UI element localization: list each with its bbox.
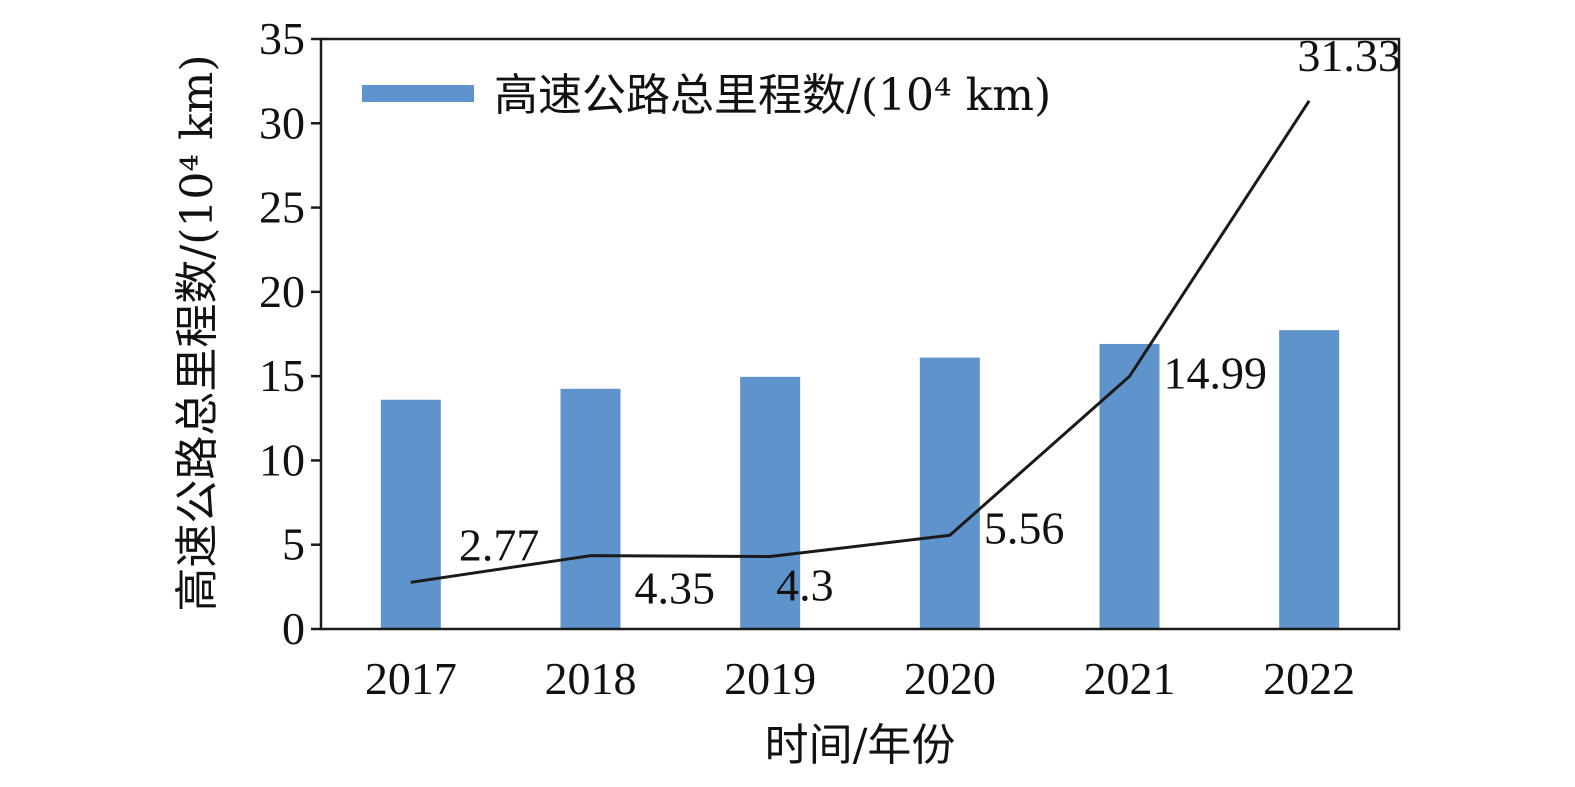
y-axis-title: 高速公路总里程数/(10⁴ km) [172, 54, 223, 611]
x-tick-label: 2021 [1084, 653, 1176, 704]
legend-swatch [362, 85, 474, 102]
x-tick-label: 2019 [724, 653, 816, 704]
bar [1279, 330, 1340, 629]
plot-frame [319, 37, 1401, 631]
y-tick-label: 0 [282, 603, 305, 654]
x-tick-label: 2017 [365, 653, 457, 704]
y-tick-label: 10 [259, 434, 305, 485]
y-tick-label: 20 [259, 266, 305, 317]
line-data-label: 14.99 [1164, 347, 1268, 398]
line-data-label: 2.77 [459, 519, 540, 570]
y-tick-label: 5 [282, 519, 305, 570]
y-axis-label: 高速公路总里程数/(10⁴ km) [172, 54, 223, 611]
x-tick-label: 2020 [904, 653, 996, 704]
y-tick-label: 35 [259, 13, 305, 64]
legend: 高速公路总里程数/(10⁴ km) [362, 70, 1051, 121]
y-tick-label: 25 [259, 182, 305, 233]
y-tick-label: 15 [259, 350, 305, 401]
line-data-label: 5.56 [984, 502, 1064, 553]
line-data-label: 4.3 [776, 560, 834, 611]
x-axis-label: 时间/年份 [765, 720, 956, 771]
line-series [410, 100, 1311, 584]
line-data-label: 4.35 [635, 563, 716, 614]
bar [1099, 343, 1160, 629]
line-data-label: 31.33 [1297, 30, 1401, 81]
bar [380, 399, 441, 629]
bar [560, 388, 621, 629]
x-tick-label: 2022 [1263, 653, 1355, 704]
x-tick-label: 2018 [545, 653, 637, 704]
legend-label: 高速公路总里程数/(10⁴ km) [494, 70, 1051, 121]
bar [740, 376, 801, 629]
y-tick-label: 30 [259, 97, 305, 148]
bar [919, 357, 980, 629]
